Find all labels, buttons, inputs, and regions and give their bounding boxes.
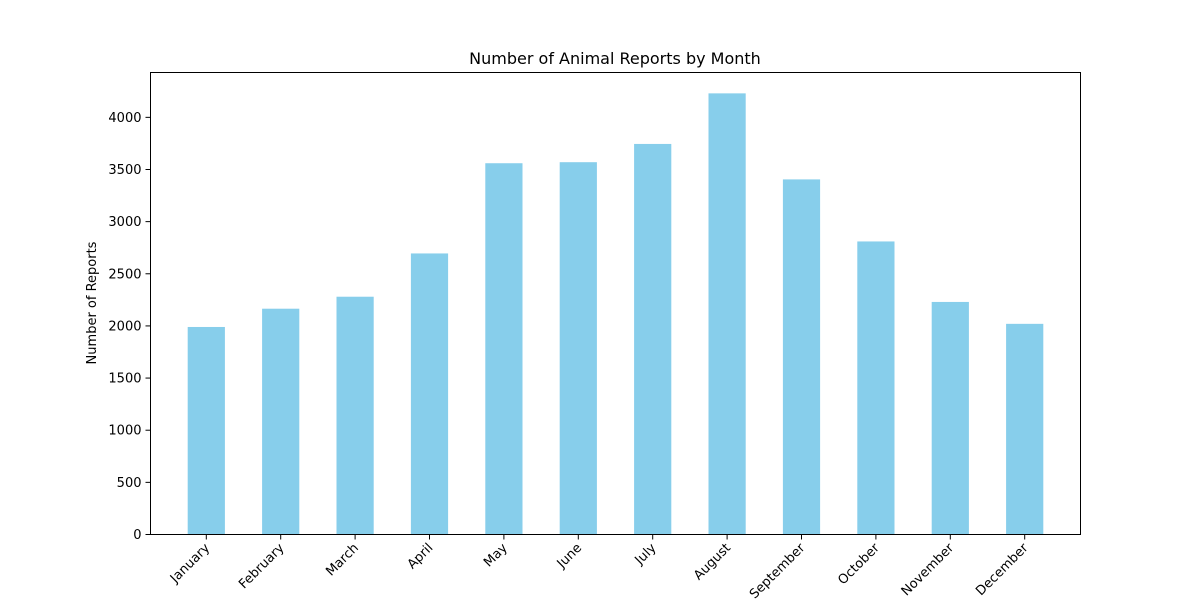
x-tick-label-october: October xyxy=(835,540,883,588)
bars-group xyxy=(187,93,1044,535)
bar-february xyxy=(262,308,300,535)
y-tick-label: 4000 xyxy=(108,111,141,126)
bar-october xyxy=(857,241,895,535)
bar-august xyxy=(708,93,746,535)
y-tick-label: 500 xyxy=(117,476,142,491)
bar-november xyxy=(931,301,969,535)
y-axis: 0 500 1000 1500 2000 2500 3000 3500 4000 xyxy=(108,111,151,543)
y-tick-label: 2500 xyxy=(108,267,141,282)
x-tick-label-december: December xyxy=(973,540,1032,599)
x-tick-label-august: August xyxy=(691,541,734,584)
bar-may xyxy=(485,163,523,535)
bar-july xyxy=(634,143,672,535)
x-tick-label-january: January xyxy=(167,541,213,587)
plot-frame xyxy=(150,72,1081,535)
y-tick-label: 3500 xyxy=(108,163,141,178)
y-tick-label: 3000 xyxy=(108,215,141,230)
bar-september xyxy=(782,179,821,535)
x-tick-label-february: February xyxy=(236,541,288,593)
x-tick-label-april: April xyxy=(405,541,437,573)
x-tick-label-november: November xyxy=(899,540,958,599)
chart-title: Number of Animal Reports by Month xyxy=(469,49,761,68)
y-tick-label: 1000 xyxy=(108,424,141,439)
x-tick-label-september: September xyxy=(747,540,809,600)
x-tick-label-may: May xyxy=(481,541,511,571)
bar-april xyxy=(410,253,449,535)
x-axis: January February March April May June July Augu… xyxy=(167,534,1032,600)
bar-january xyxy=(187,326,225,535)
y-axis-label: Number of Reports xyxy=(85,241,100,364)
y-tick-label: 2000 xyxy=(108,319,141,334)
y-tick-label: 0 xyxy=(133,528,141,543)
bar-december xyxy=(1006,323,1044,535)
y-tick-label: 1500 xyxy=(108,372,141,387)
x-tick-label-march: March xyxy=(323,541,362,580)
bar-march xyxy=(336,296,374,535)
x-tick-label-july: July xyxy=(632,541,660,569)
bar-june xyxy=(559,162,597,535)
x-tick-label-june: June xyxy=(554,541,585,572)
